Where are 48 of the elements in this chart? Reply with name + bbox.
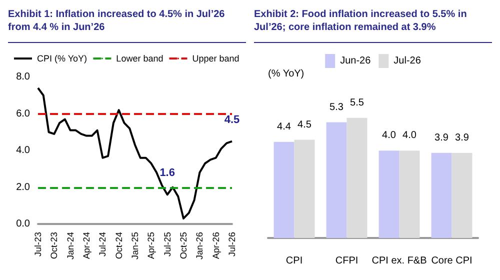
data-label: 5.3 <box>330 102 344 113</box>
y-tick-label: 4.0 <box>16 145 30 156</box>
data-label: 3.9 <box>455 132 470 144</box>
data-label: 4.0 <box>382 130 396 142</box>
x-tick-label: Oct-23 <box>49 232 60 260</box>
data-label: 4.5 <box>224 114 240 126</box>
x-tick-label: CPI ex. F&B <box>372 256 428 266</box>
y-tick-label: 2.0 <box>16 182 30 193</box>
x-tick-label: Jan-25 <box>130 232 140 260</box>
y-tick-label: 0.0 <box>16 218 30 230</box>
bar <box>431 152 452 238</box>
x-tick-label: CFPI <box>335 256 358 266</box>
legend-label: Jul-26 <box>394 56 422 66</box>
bar <box>378 150 400 238</box>
x-tick-label: Oct-25 <box>178 232 188 260</box>
chart-title: Exhibit 1: Inflation increased to 4.5% in Jul’26 from 4.4 % in Jun’26 <box>8 8 246 43</box>
y-axis-title: (% YoY) <box>268 68 304 80</box>
data-label: 4.5 <box>298 119 312 130</box>
x-tick-label: Apr-25 <box>146 232 156 260</box>
bar <box>346 118 368 238</box>
bar <box>326 122 347 238</box>
bar <box>274 142 294 238</box>
x-tick-label: Jan-26 <box>194 232 205 260</box>
data-label: 5.5 <box>350 97 364 108</box>
legend-label: Upper band <box>192 54 240 64</box>
bar <box>452 152 472 238</box>
legend-label: Lower band <box>116 54 164 64</box>
bar <box>399 150 420 238</box>
x-tick-label: Apr-26 <box>210 232 221 260</box>
data-label: 3.9 <box>434 132 449 144</box>
x-tick-label: Jul-24 <box>98 232 108 257</box>
y-tick-label: 6.0 <box>16 108 30 120</box>
data-label: 1.6 <box>160 167 175 180</box>
data-label: 4.0 <box>402 130 417 142</box>
x-tick-label: Jan-24 <box>65 232 76 260</box>
bar <box>294 140 315 238</box>
x-tick-label: Jul-23 <box>33 232 43 257</box>
chart-title: Exhibit 2: Food inflation increased to 5.5% in Jul’26; core inflation remained at 3.9% <box>254 8 492 43</box>
legend-label: CPI (% YoY) <box>37 54 88 64</box>
legend-label: Jun-26 <box>340 56 372 66</box>
x-tick-label: CPI <box>286 256 303 266</box>
x-tick-label: Jul-26 <box>227 232 237 257</box>
y-tick-label: 8.0 <box>16 72 30 82</box>
x-tick-label: Jul-25 <box>162 232 172 257</box>
data-label: 4.4 <box>277 121 292 132</box>
x-tick-label: Apr-24 <box>82 232 92 260</box>
x-tick-label: Core CPI <box>431 256 472 266</box>
x-tick-label: Oct-24 <box>114 232 124 260</box>
